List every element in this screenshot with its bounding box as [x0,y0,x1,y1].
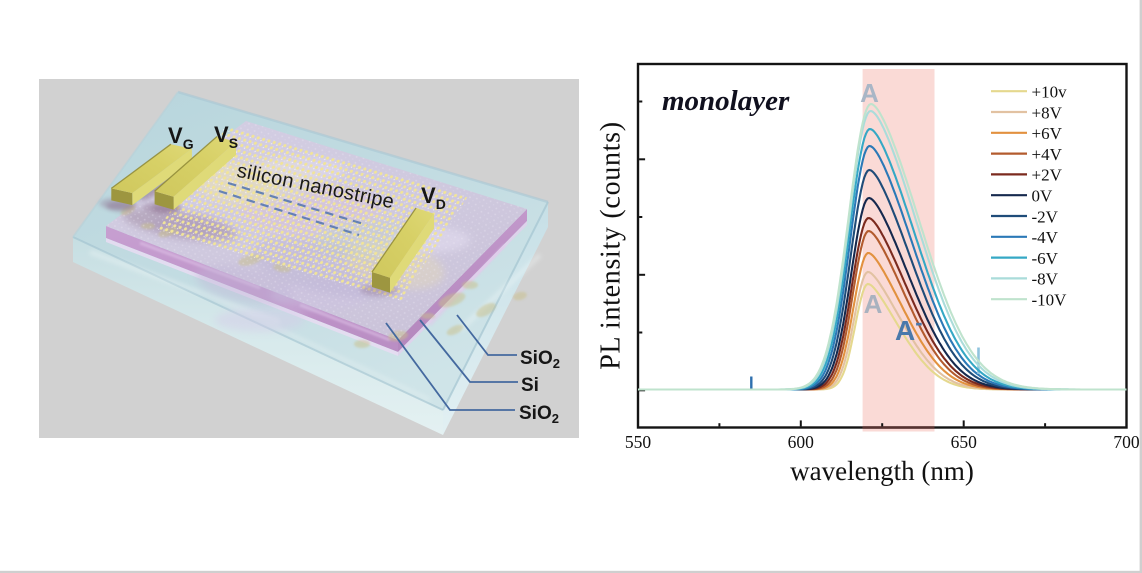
svg-text:SiO2: SiO2 [519,403,559,426]
svg-text:-2V: -2V [1032,207,1059,226]
svg-text:+6V: +6V [1032,124,1063,143]
svg-text:550: 550 [625,432,652,452]
svg-text:PL intensity (counts): PL intensity (counts) [596,121,627,370]
svg-text:+2V: +2V [1032,166,1063,185]
svg-text:-6V: -6V [1032,249,1059,268]
svg-text:SiO2: SiO2 [520,348,560,371]
svg-text:650: 650 [951,432,978,452]
svg-text:A: A [860,78,879,108]
svg-text:monolayer: monolayer [662,85,790,117]
svg-text:0V: 0V [1032,187,1054,206]
svg-text:wavelength (nm): wavelength (nm) [790,456,974,486]
svg-text:+8V: +8V [1032,103,1063,122]
svg-text:-4V: -4V [1032,228,1059,247]
svg-text:-10V: -10V [1032,291,1068,310]
svg-text:700: 700 [1113,432,1140,452]
svg-text:Si: Si [521,375,539,396]
svg-text:600: 600 [788,432,815,452]
svg-text:+4V: +4V [1032,145,1063,164]
svg-text:A: A [864,289,883,319]
svg-text:-8V: -8V [1032,270,1059,289]
svg-text:+10v: +10v [1032,83,1068,102]
